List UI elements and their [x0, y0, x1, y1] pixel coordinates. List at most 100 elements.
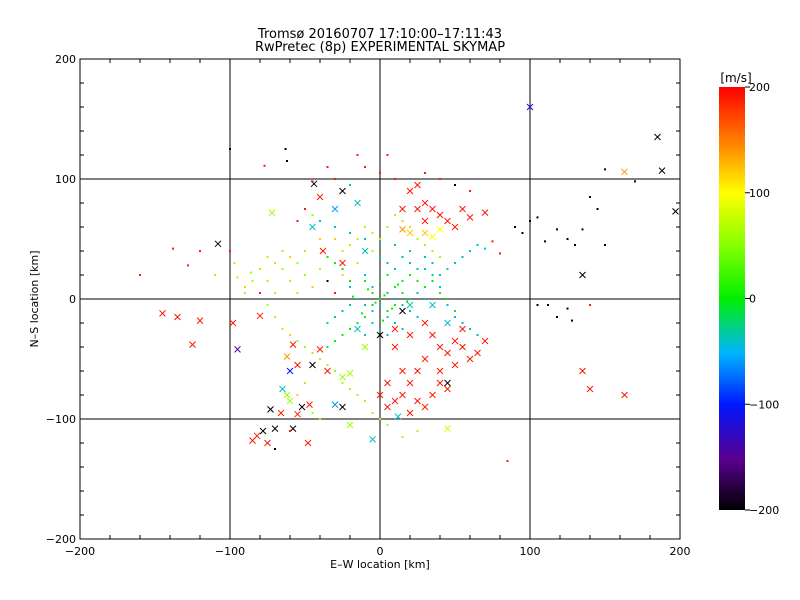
- data-point-dot: [304, 208, 306, 210]
- data-point-dot: [341, 250, 344, 252]
- data-point-dot: [341, 274, 344, 276]
- data-point-dot: [244, 292, 246, 294]
- data-point-dot: [424, 286, 426, 288]
- data-point-dot: [382, 319, 384, 322]
- data-point-dot: [326, 166, 329, 168]
- data-point-dot: [356, 322, 359, 324]
- data-point-dot: [484, 247, 486, 250]
- y-axis-label: N–S location [km]: [28, 250, 41, 347]
- data-point-dot: [371, 322, 374, 324]
- data-point-dot: [416, 238, 419, 240]
- data-point-x: [406, 409, 414, 417]
- data-point-dot: [364, 280, 366, 282]
- data-point-dot: [571, 319, 573, 322]
- data-point-x: [621, 391, 628, 399]
- data-point-dot: [424, 244, 426, 246]
- data-point-dot: [233, 262, 236, 264]
- data-point-dot: [604, 244, 606, 246]
- data-point-x: [436, 379, 444, 387]
- data-point-dot: [274, 292, 276, 294]
- data-point-dot: [401, 304, 404, 306]
- data-point-dot: [326, 364, 329, 366]
- data-point-dot: [424, 256, 426, 258]
- data-point-dot: [581, 228, 584, 231]
- data-point-dot: [281, 250, 284, 252]
- data-point-x: [466, 214, 474, 221]
- data-point-dot: [409, 262, 411, 264]
- x-axis-label: E–W location [km]: [330, 558, 430, 571]
- data-point-dot: [469, 250, 471, 252]
- data-point-dot: [469, 190, 471, 192]
- data-point-dot: [379, 256, 381, 258]
- data-point-dot: [311, 180, 314, 183]
- data-point-dot: [514, 226, 516, 228]
- chart-subtitle: RwPretec (8p) EXPERIMENTAL SKYMAP: [255, 40, 505, 55]
- data-point-x: [436, 211, 444, 219]
- data-point-x: [459, 325, 466, 333]
- data-point-x: [391, 325, 399, 333]
- data-point-dot: [319, 268, 321, 270]
- colorbar-tick-label: −200: [749, 504, 779, 517]
- x-tick-label: −100: [215, 545, 245, 558]
- data-point-x: [658, 167, 666, 174]
- x-axis-ticks: −200 −100 0 100 200: [65, 59, 691, 558]
- data-point-x: [196, 317, 204, 324]
- data-point-x: [324, 367, 331, 375]
- data-point-x: [451, 361, 459, 369]
- data-point-dot: [289, 430, 291, 432]
- data-point-dot: [139, 274, 141, 276]
- data-point-dot: [296, 262, 299, 264]
- data-point-dot: [401, 256, 404, 258]
- data-point-x: [481, 209, 489, 216]
- data-point-dot: [349, 280, 351, 282]
- data-point-x: [399, 391, 406, 399]
- data-point-dot: [379, 328, 381, 330]
- data-point-dot: [250, 271, 252, 274]
- data-point-x: [621, 168, 628, 176]
- data-point-x: [339, 187, 346, 195]
- data-point-dot: [461, 256, 464, 258]
- colorbar-ticks: −200 −100 0 100 200: [745, 81, 779, 517]
- data-point-dot: [634, 180, 636, 183]
- data-point-dot: [371, 286, 374, 288]
- data-point-x: [256, 312, 264, 320]
- y-tick-label: 0: [69, 293, 76, 306]
- data-point-dot: [281, 268, 284, 270]
- data-point-x: [391, 397, 399, 405]
- data-point-dot: [274, 262, 276, 264]
- data-point-dot: [334, 316, 336, 318]
- data-point-dot: [349, 286, 351, 288]
- data-point-dot: [454, 184, 456, 186]
- data-point-x: [421, 199, 429, 207]
- data-point-x: [399, 226, 406, 233]
- data-point-dot: [386, 226, 389, 228]
- data-point-dot: [326, 322, 329, 324]
- data-point-dot: [424, 172, 426, 174]
- data-point-x: [444, 425, 451, 432]
- data-point-dot: [544, 240, 546, 243]
- data-point-dot: [334, 226, 336, 228]
- data-points: [139, 103, 679, 462]
- data-point-dot: [266, 280, 269, 282]
- data-point-dot: [386, 274, 389, 276]
- data-point-x: [451, 223, 459, 231]
- data-point-x: [654, 133, 661, 141]
- data-point-dot: [352, 295, 354, 298]
- data-point-dot: [364, 400, 366, 402]
- data-point-dot: [304, 346, 306, 348]
- data-point-x: [421, 319, 429, 327]
- data-point-dot: [446, 304, 449, 306]
- data-point-dot: [341, 268, 344, 270]
- data-point-dot: [379, 304, 381, 306]
- data-point-x: [474, 349, 481, 357]
- data-point-dot: [356, 298, 359, 300]
- data-point-dot: [364, 304, 366, 306]
- data-point-x: [189, 341, 196, 348]
- data-point-x: [346, 370, 354, 377]
- data-point-dot: [199, 250, 201, 252]
- data-point-dot: [319, 418, 321, 420]
- data-point-x: [309, 223, 316, 231]
- data-point-x: [331, 205, 339, 213]
- data-point-dot: [394, 286, 396, 288]
